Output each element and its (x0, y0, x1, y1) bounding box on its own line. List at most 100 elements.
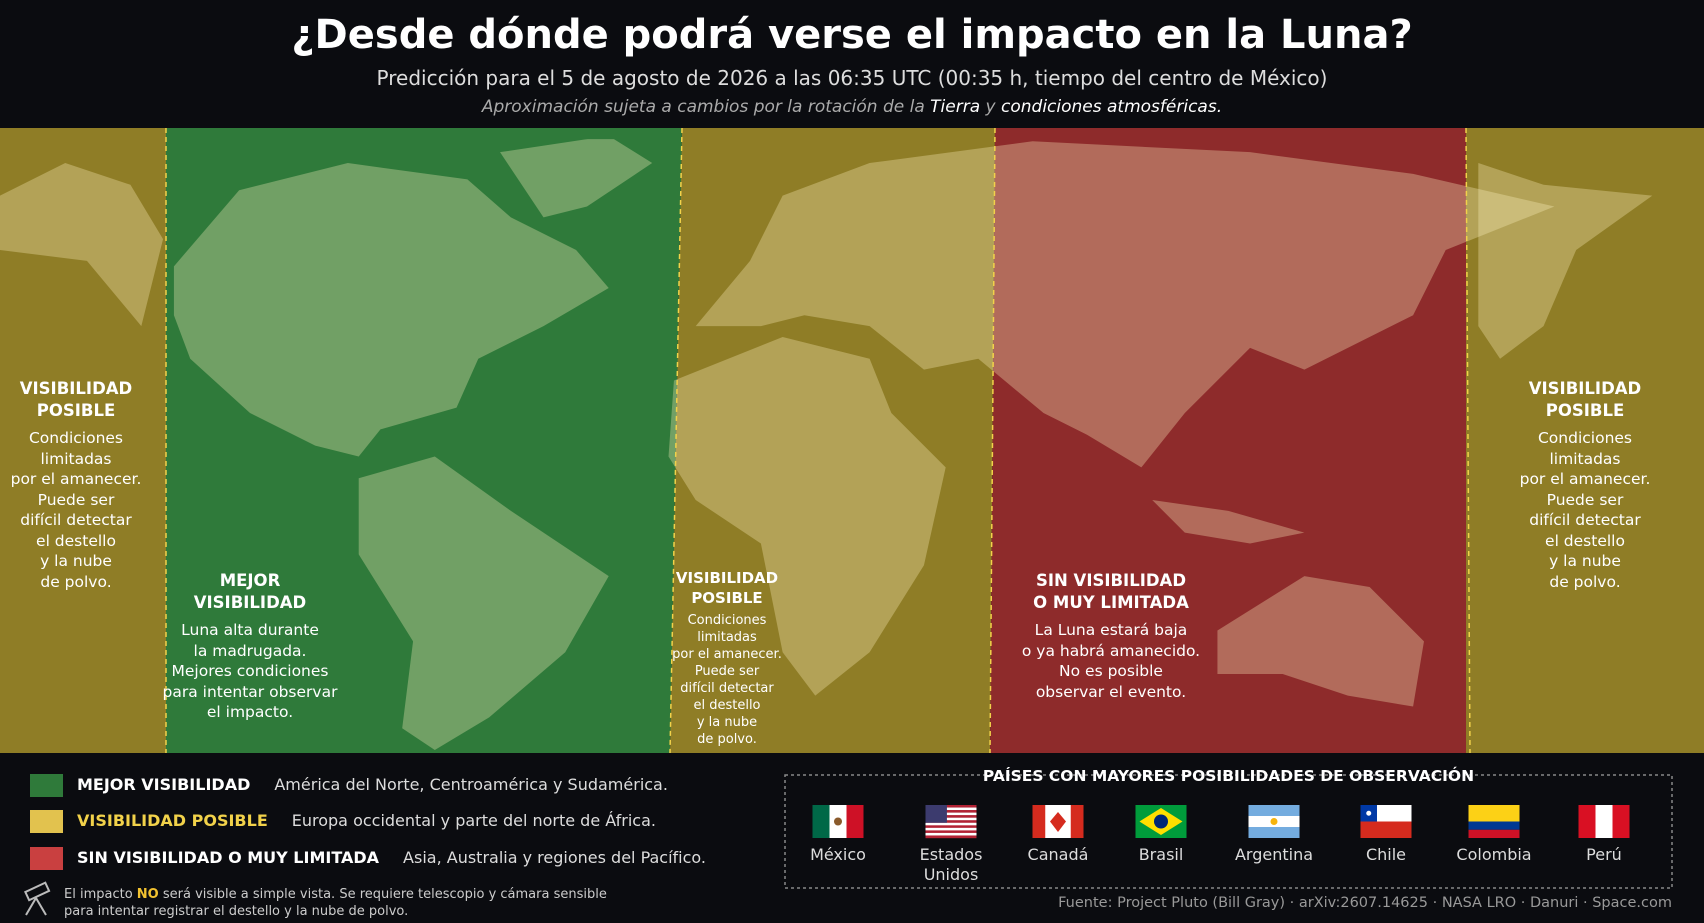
zone-desc-line: de polvo. (1549, 572, 1621, 591)
zones (0, 128, 1704, 753)
zone-desc-line: por el amanecer. (10, 470, 142, 488)
country-name: Estados Unidos (919, 845, 983, 884)
zone-desc-line: limitadas (1549, 449, 1621, 468)
flag-part (925, 832, 977, 836)
flag-part (1366, 810, 1372, 816)
land (358, 456, 609, 751)
country-name: Perú (1586, 845, 1622, 864)
source: Fuente: Project Pluto (Bill Gray) · arXi… (1058, 895, 1672, 911)
note-text: y (985, 97, 996, 117)
zone-desc-line: Puede ser (37, 490, 115, 509)
flag-part (925, 822, 977, 826)
footnote-text: El impacto (64, 887, 133, 902)
note-highlight: Tierra (930, 97, 981, 117)
flag-part (925, 812, 977, 816)
zone-desc-line: No es posible (1059, 662, 1163, 680)
zone-desc-line: Luna alta durante (181, 621, 319, 639)
zone-desc-line: el destello (36, 531, 116, 550)
flag-part (925, 805, 947, 823)
footnote-text: será visible a simple vista. Se requiere… (64, 887, 607, 919)
flag-part (925, 815, 977, 818)
zone-desc-line: y la nube (40, 552, 112, 570)
zone-desc: Condiciones limitadas por el amanecer. Pued… (11, 428, 142, 592)
zone-title: VISIBILIDAD (19, 379, 133, 398)
land (1478, 163, 1653, 359)
zone-none (990, 128, 1470, 753)
countries-box (784, 774, 1673, 889)
country-name: Argentina (1234, 845, 1314, 864)
note-text: Aproximación sujeta a cambios por la rot… (481, 97, 925, 117)
flag-part (834, 817, 842, 826)
zone-title: O MUY LIMITADA (1033, 593, 1189, 612)
land (695, 141, 1555, 468)
zone-title: SIN VISIBILIDAD (1035, 571, 1187, 590)
flag-part (925, 820, 977, 823)
zone-desc-line: La Luna estará baja (1034, 621, 1188, 639)
flag-part (1360, 821, 1412, 838)
zone-desc-line: Condiciones (28, 429, 124, 447)
zone-label: MEJOR VISIBILIDAD Luna alta durante la madr… (163, 570, 338, 723)
legend-swatch (30, 810, 63, 833)
legend-item: MEJOR VISIBILIDAD América del Norte, Cent… (77, 775, 668, 794)
land (1152, 500, 1305, 544)
landmasses (0, 139, 1653, 751)
flag-part (925, 827, 977, 831)
zone-best (166, 128, 682, 753)
country-name: Brasil (1138, 845, 1184, 864)
zone-label: VISIBILIDAD POSIBLE Condiciones limitadas po… (1520, 378, 1651, 592)
zone-desc-line: por el amanecer. (1519, 470, 1651, 488)
zone-desc: Luna alta durante la madrugada. Mejores co… (163, 620, 338, 723)
flag-part (1050, 812, 1066, 832)
country-name: Canadá (1027, 845, 1089, 864)
zone-desc: La Luna estará baja o ya habrá amanecido.… (1022, 620, 1200, 702)
zone-title: MEJOR (219, 571, 281, 590)
flag-part (1270, 818, 1278, 825)
zone-desc-line: por el amanecer. (672, 647, 782, 662)
note: Aproximación sujeta a cambios por la rot… (0, 97, 1704, 117)
land (173, 163, 609, 457)
flag-part (925, 835, 977, 839)
zone-desc-line: limitadas (40, 449, 112, 468)
subtitle: Predicción para el 5 de agosto de 2026 a… (376, 66, 1328, 90)
zone-desc-line: Puede ser (1546, 490, 1624, 509)
flag-part (1032, 805, 1046, 838)
zone-title: VISIBILIDAD (193, 593, 307, 612)
zone-desc-line: difícil detectar (20, 511, 132, 529)
flag-part (925, 810, 977, 813)
flag-part (1468, 821, 1520, 830)
zone-title: VISIBILIDAD (675, 569, 779, 587)
land (0, 163, 164, 327)
legend-swatch (30, 774, 63, 797)
zone-desc-line: Puede ser (694, 664, 760, 679)
legend-item: SIN VISIBILIDAD O MUY LIMITADA Asia, Aust… (77, 848, 706, 867)
icon-part (25, 897, 37, 916)
flag-part (1468, 829, 1520, 838)
note-highlight: condiciones atmosféricas. (1001, 97, 1223, 117)
zone-desc-line: el destello (693, 698, 761, 713)
zone-label: VISIBILIDAD POSIBLE Condiciones limitadas po… (672, 568, 782, 748)
zone-desc-line: el destello (1545, 531, 1625, 550)
country-name: México (810, 845, 866, 864)
title: ¿Desde dónde podrá verse el impacto en l… (291, 12, 1413, 58)
flag-part (1070, 805, 1084, 838)
land (1217, 576, 1424, 707)
zone-desc-line: y la nube (1549, 552, 1621, 570)
zone-desc-line: Condiciones (1537, 429, 1633, 447)
legend-regions: Europa occidental y parte del norte de Á… (291, 811, 656, 830)
footnote: El impacto NO será visible a simple vist… (64, 886, 624, 920)
legend-swatch (30, 847, 63, 870)
flag-part (846, 805, 864, 838)
flag-part (1248, 805, 1300, 816)
flag-part (1468, 805, 1520, 822)
zone-title: POSIBLE (691, 589, 763, 607)
flag-part (925, 807, 977, 811)
flag-part (1248, 827, 1300, 838)
zone-label: VISIBILIDAD POSIBLE Condiciones limitadas po… (11, 378, 142, 592)
zone-desc-line: difícil detectar (1529, 511, 1641, 529)
zone-desc-line: Mejores condiciones (171, 662, 329, 680)
flag-part (1612, 805, 1630, 838)
zone-desc-line: o ya habrá amanecido. (1021, 641, 1201, 660)
